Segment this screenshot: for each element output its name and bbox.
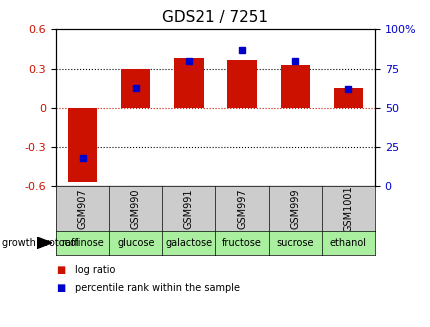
Bar — [68, 108, 97, 182]
Text: ■: ■ — [56, 283, 65, 293]
Text: sucrose: sucrose — [276, 238, 313, 248]
Text: percentile rank within the sample: percentile rank within the sample — [75, 283, 240, 293]
Text: raffinose: raffinose — [61, 238, 104, 248]
Text: glucose: glucose — [117, 238, 154, 248]
Polygon shape — [37, 237, 52, 249]
Text: galactose: galactose — [165, 238, 212, 248]
Bar — [174, 58, 203, 108]
Text: GSM991: GSM991 — [184, 188, 194, 229]
Bar — [227, 60, 256, 108]
Text: GDS21 / 7251: GDS21 / 7251 — [162, 10, 268, 25]
Text: growth protocol: growth protocol — [2, 238, 79, 248]
Text: ethanol: ethanol — [329, 238, 366, 248]
Text: GSM907: GSM907 — [77, 188, 87, 229]
Text: GSM997: GSM997 — [237, 188, 246, 229]
Text: ■: ■ — [56, 265, 65, 275]
Bar — [333, 88, 362, 108]
Text: log ratio: log ratio — [75, 265, 116, 275]
Text: GSM1001: GSM1001 — [343, 185, 353, 232]
Text: GSM999: GSM999 — [289, 188, 300, 229]
Text: fructose: fructose — [221, 238, 261, 248]
Bar — [121, 69, 150, 108]
Text: GSM990: GSM990 — [130, 188, 141, 229]
Bar — [280, 65, 309, 108]
